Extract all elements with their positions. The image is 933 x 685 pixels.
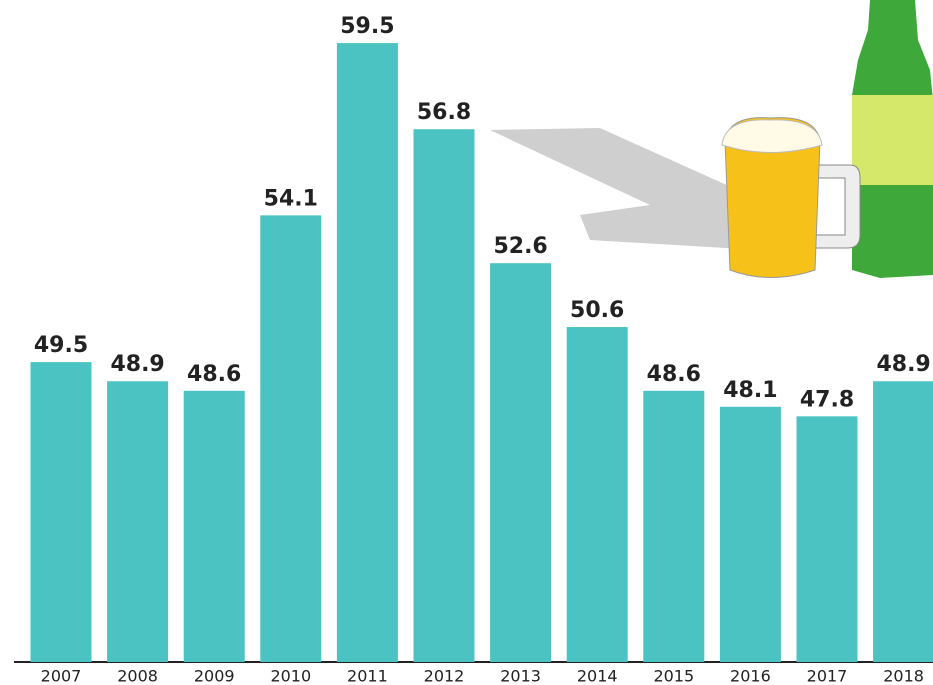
bottle-label [852, 95, 933, 185]
bar [567, 327, 628, 662]
x-tick-label: 2013 [500, 667, 541, 685]
foam [722, 120, 822, 153]
value-label: 48.1 [723, 378, 777, 403]
value-label: 49.5 [34, 333, 88, 358]
value-label: 48.9 [876, 352, 930, 377]
value-label: 59.5 [340, 14, 394, 39]
bar [490, 263, 551, 662]
bar [873, 381, 933, 662]
x-tick-label: 2016 [730, 667, 771, 685]
value-label: 48.9 [110, 352, 164, 377]
bar [720, 407, 781, 662]
bar [260, 215, 321, 662]
value-label: 52.6 [493, 234, 547, 259]
x-tick-label: 2007 [41, 667, 82, 685]
value-label: 47.8 [800, 387, 854, 412]
page: {"chart_data": {"type": "bar", "categori… [0, 0, 933, 685]
bar [414, 129, 475, 662]
bar [107, 381, 168, 662]
value-label: 54.1 [264, 186, 318, 211]
x-tick-label: 2015 [653, 667, 694, 685]
bar [797, 416, 858, 662]
x-tick-label: 2009 [194, 667, 235, 685]
bar [31, 362, 92, 662]
value-label: 56.8 [417, 100, 471, 125]
value-label: 48.6 [187, 362, 241, 387]
x-tick-label: 2010 [270, 667, 311, 685]
x-tick-label: 2008 [117, 667, 158, 685]
bar [337, 43, 398, 662]
chart: 49.5 2007 48.9 2008 48.6 2009 54.1 2010 59.5 2011… [0, 0, 933, 685]
bar [643, 391, 704, 662]
x-tick-label: 2018 [883, 667, 924, 685]
beer-illustration [490, 0, 933, 278]
bar [184, 391, 245, 662]
x-tick-label: 2012 [424, 667, 465, 685]
x-tick-label: 2017 [807, 667, 848, 685]
value-label: 48.6 [647, 362, 701, 387]
mug-handle [812, 165, 860, 248]
x-tick-label: 2014 [577, 667, 618, 685]
value-label: 50.6 [570, 298, 624, 323]
shadow [490, 128, 760, 250]
x-tick-label: 2011 [347, 667, 388, 685]
